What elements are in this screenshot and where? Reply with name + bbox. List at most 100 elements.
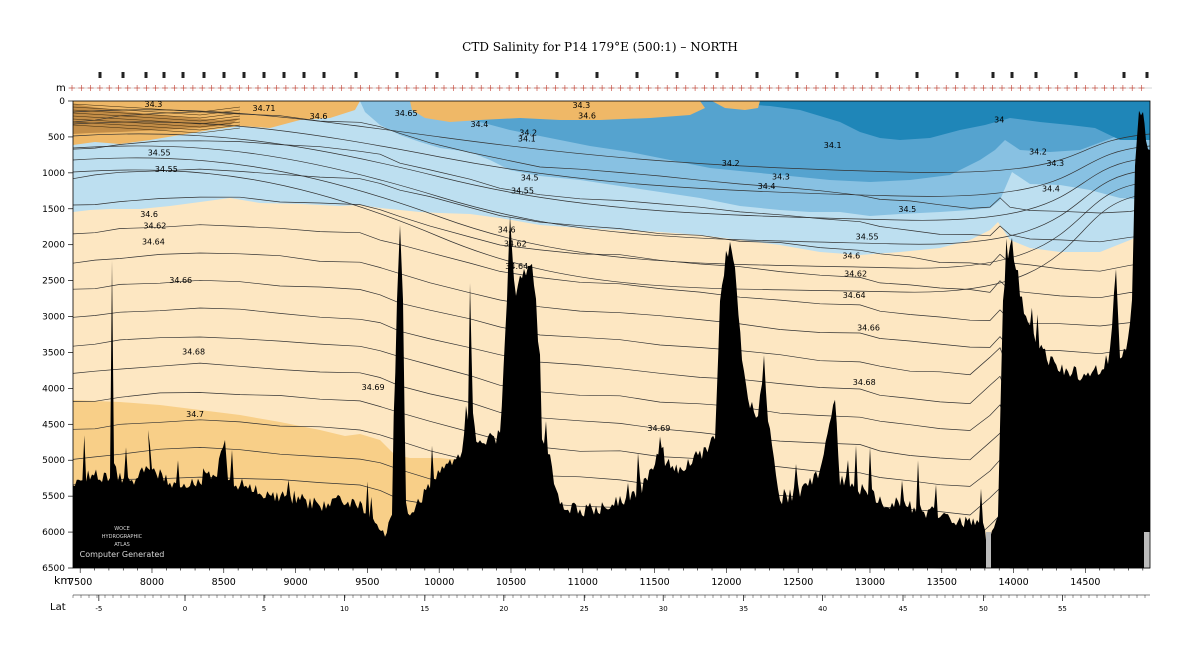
contour-label: 34.2 <box>519 129 537 138</box>
distance-tick-label: 10500 <box>496 577 526 588</box>
contour-label: 34.6 <box>578 112 596 121</box>
contour-label: 34.69 <box>362 383 385 392</box>
contour-label: 34.4 <box>470 120 488 129</box>
distance-tick-label: 12000 <box>711 577 741 588</box>
latitude-axis: -5 0 5 10 15 20 25 30 35 40 45 50 55 <box>72 594 1150 613</box>
contour-label: 34.7 <box>186 410 204 419</box>
distance-tick-label: 13000 <box>855 577 885 588</box>
distance-tick-label: 9000 <box>283 577 307 588</box>
depth-tick-label: 2000 <box>42 241 65 251</box>
contour-line <box>72 124 241 134</box>
contour-label: 34.68 <box>853 378 876 387</box>
contour-label: 34.55 <box>148 149 171 158</box>
contour-line <box>72 115 241 125</box>
contour-label: 34 <box>994 116 1004 125</box>
distance-tick-label: 12500 <box>783 577 813 588</box>
latitude-tick-label: 40 <box>818 605 827 613</box>
station-number <box>835 72 839 78</box>
contour-label: 34.5 <box>521 174 539 183</box>
distance-tick-label: 14500 <box>1070 577 1100 588</box>
watermark-line-1: WOCE <box>114 526 130 532</box>
distance-tick-label: 8500 <box>212 577 236 588</box>
depth-tick-label: 1500 <box>42 205 65 215</box>
station-number <box>1074 72 1078 78</box>
contour-line <box>72 106 241 116</box>
missing-data-gap <box>1144 532 1150 568</box>
station-number <box>354 72 358 78</box>
station-number <box>795 72 799 78</box>
station-number <box>98 72 102 78</box>
depth-tick-label: 0 <box>59 97 65 107</box>
station-number <box>1122 72 1126 78</box>
seafloor-land <box>73 110 1150 569</box>
contour-label: 34.5 <box>898 205 916 214</box>
station-number <box>162 72 166 78</box>
contour-label: 34.3 <box>772 172 790 181</box>
station-number <box>282 72 286 78</box>
station-number <box>262 72 266 78</box>
contour-label: 34.62 <box>844 269 867 278</box>
band-surface-high-lens <box>712 101 760 110</box>
latitude-tick-label: 35 <box>739 605 748 613</box>
station-number <box>202 72 206 78</box>
contour-label: 34.6 <box>140 210 158 219</box>
latitude-tick-label: 45 <box>899 605 908 613</box>
contour-label: 34.2 <box>1029 147 1047 156</box>
station-number <box>222 72 226 78</box>
station-number <box>181 72 185 78</box>
chart-title: CTD Salinity for P14 179°E (500:1) – NOR… <box>462 40 738 54</box>
woce-watermark: WOCE HYDROGRAPHIC ATLAS Computer Generat… <box>80 526 165 559</box>
depth-tick-label: 6500 <box>42 564 65 574</box>
latitude-tick-label: 30 <box>659 605 668 613</box>
contour-line <box>72 133 1151 221</box>
contour-label: 34.62 <box>504 239 527 248</box>
contour-label: 34.4 <box>758 182 776 191</box>
contour-label: 34.4 <box>1042 184 1060 193</box>
contour-label: 34.3 <box>145 100 163 109</box>
station-number <box>1010 72 1014 78</box>
station-number <box>242 72 246 78</box>
depth-tick-label: 4500 <box>42 420 65 430</box>
contour-label: 34.71 <box>253 104 276 113</box>
distance-tick-label: 10000 <box>424 577 454 588</box>
station-number <box>1034 72 1038 78</box>
watermark-line-4: Computer Generated <box>80 550 165 559</box>
band-surface-max <box>73 104 240 134</box>
contour-label: 34.62 <box>143 222 166 231</box>
station-number <box>515 72 519 78</box>
station-number <box>955 72 959 78</box>
depth-tick-label: 2500 <box>42 277 65 287</box>
contour-line <box>72 112 241 122</box>
station-number <box>475 72 479 78</box>
latitude-tick-label: -5 <box>95 605 102 613</box>
distance-tick-label: 11000 <box>568 577 598 588</box>
contour-label: 34.66 <box>511 296 534 305</box>
station-number <box>875 72 879 78</box>
contour-label: 34.66 <box>857 323 880 332</box>
distance-tick-label: 7500 <box>68 577 92 588</box>
station-ticks <box>68 72 1152 91</box>
depth-tick-label: 5500 <box>42 492 65 502</box>
station-number <box>121 72 125 78</box>
depth-tick-label: 6000 <box>42 528 65 538</box>
contour-line <box>72 121 1151 197</box>
latitude-tick-label: 55 <box>1058 605 1067 613</box>
station-number <box>1145 72 1149 78</box>
contour-label: 34.1 <box>824 141 842 150</box>
station-number <box>395 72 399 78</box>
contour-label: 34.55 <box>856 232 879 241</box>
station-number <box>635 72 639 78</box>
contour-line <box>72 157 1151 269</box>
latitude-tick-label: 20 <box>499 605 508 613</box>
contour-label: 34.55 <box>511 186 534 195</box>
depth-tick-label: 5000 <box>42 456 65 466</box>
contour-label: 34.6 <box>310 112 328 121</box>
latitude-tick-label: 10 <box>340 605 349 613</box>
latitude-axis-label: Lat <box>50 602 66 613</box>
contour-line <box>72 121 241 131</box>
latitude-tick-label: 50 <box>979 605 988 613</box>
contour-label: 34.1 <box>518 135 536 144</box>
latitude-tick-label: 15 <box>420 605 429 613</box>
distance-tick-label: 14000 <box>998 577 1028 588</box>
depth-tick-label: 500 <box>48 133 65 143</box>
